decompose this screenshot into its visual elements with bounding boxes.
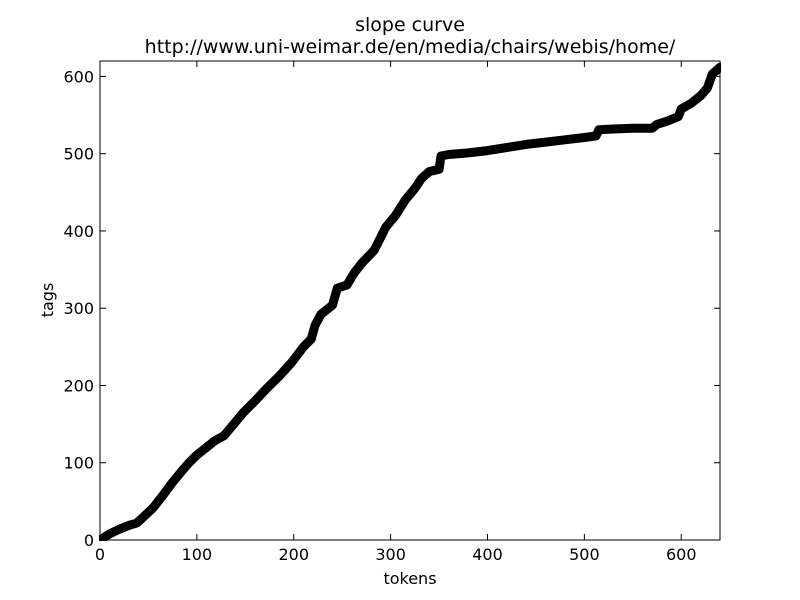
- y-tick-label: 500: [63, 145, 94, 164]
- plot-frame: [99, 60, 721, 541]
- chart-title: slope curve: [355, 14, 465, 36]
- plot-area: 0 100 200 300 400 500 600 0 100 200 300 400 500 600: [0, 58, 800, 564]
- y-tick-label: 600: [63, 67, 94, 86]
- left-margin-mask: [0, 58, 99, 544]
- x-tick-label: 500: [569, 545, 600, 564]
- x-tick-label: 100: [182, 545, 213, 564]
- y-tick-label: 300: [63, 299, 94, 318]
- x-tick-label: 600: [666, 545, 697, 564]
- y-tick-label: 100: [63, 454, 94, 473]
- y-tick-label: 0: [84, 531, 94, 550]
- x-tick-label: 400: [472, 545, 503, 564]
- y-tick-label: 200: [63, 376, 94, 395]
- chart-subtitle: http://www.uni-weimar.de/en/media/chairs…: [145, 36, 676, 58]
- x-tick-label: 0: [95, 545, 105, 564]
- right-margin-mask: [721, 58, 800, 544]
- y-tick-label: 400: [63, 222, 94, 241]
- y-axis-label: tags: [38, 283, 57, 318]
- series-line-0: [95, 62, 725, 545]
- x-axis-label: tokens: [383, 569, 436, 588]
- x-tick-label: 300: [375, 545, 406, 564]
- bottom-margin-mask: [98, 541, 722, 547]
- x-tick-label: 200: [278, 545, 309, 564]
